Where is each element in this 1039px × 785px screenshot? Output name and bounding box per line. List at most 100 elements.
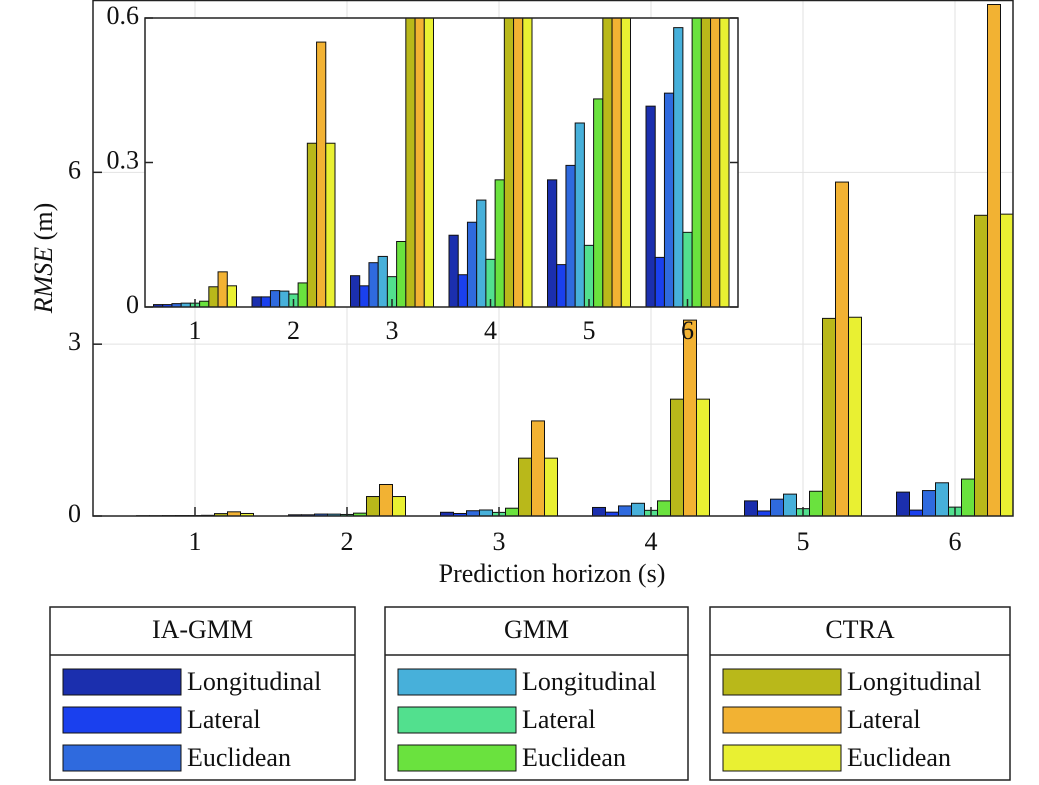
- inset-bar: [457, 274, 468, 307]
- bar: [744, 500, 758, 516]
- inset-bar: [673, 27, 684, 307]
- inset-bar: [611, 18, 622, 307]
- legend-swatch: [722, 706, 842, 734]
- legend: IA-GMM Longitudinal Lateral Euclidean GMM Lon…: [49, 606, 1011, 781]
- inset-bar: [574, 122, 585, 307]
- legend-group-title: GMM: [504, 615, 569, 644]
- inset-bar: [593, 98, 604, 307]
- bar: [618, 505, 632, 516]
- bar: [835, 181, 849, 516]
- legend-swatch: [722, 744, 842, 772]
- y-tick-label: 0: [68, 499, 81, 528]
- inset-bar: [620, 18, 631, 307]
- inset-bar: [602, 18, 613, 307]
- legend-group-title: CTRA: [825, 615, 895, 644]
- bar: [770, 498, 784, 516]
- inset-bar: [583, 244, 595, 307]
- x-tick-label: 2: [341, 527, 354, 556]
- inset-bar: [368, 262, 379, 307]
- bar: [974, 214, 988, 516]
- bar: [987, 4, 1001, 516]
- bar: [466, 510, 480, 516]
- y-axis-label: RMSE (m): [29, 203, 58, 314]
- inset-bar: [279, 290, 290, 307]
- inset-bar: [306, 142, 318, 307]
- bar: [922, 490, 936, 516]
- bar: [240, 512, 254, 516]
- y-tick-label: 6: [68, 155, 81, 184]
- bar: [961, 478, 975, 516]
- legend-label: Lateral: [522, 705, 596, 734]
- inset-bar: [316, 41, 327, 307]
- inset-area: [145, 18, 738, 307]
- bar: [1000, 213, 1013, 516]
- inset-bar: [503, 18, 515, 307]
- inset-x-tick-label: 3: [386, 316, 399, 345]
- bar: [631, 502, 645, 516]
- inset-bar: [199, 300, 210, 307]
- inset-x-tick-label: 6: [681, 316, 694, 345]
- inset-bar: [494, 179, 505, 307]
- inset-bar: [476, 199, 487, 307]
- inset-bar: [396, 240, 407, 307]
- inset-bar: [359, 285, 370, 307]
- bar: [848, 316, 862, 516]
- legend-group-title: IA-GMM: [152, 615, 253, 644]
- inset-bar: [269, 290, 281, 307]
- bar: [518, 457, 532, 516]
- bar: [757, 510, 771, 516]
- bar: [657, 500, 671, 516]
- inset-x-tick-label: 1: [189, 316, 202, 345]
- inset-bar: [719, 18, 730, 307]
- ticks: 0 3 6 1 2 3 4 5 6: [68, 155, 962, 556]
- y-tick-label: 3: [68, 327, 81, 356]
- legend-swatch: [397, 744, 517, 772]
- inset-bar: [208, 286, 219, 307]
- inset-bar: [522, 18, 533, 307]
- inset-bar: [423, 18, 434, 307]
- legend-label: Longitudinal: [847, 667, 981, 696]
- inset-bar: [350, 275, 361, 307]
- inset-bar: [414, 18, 425, 307]
- inset-ticks: 0 0.3 0.6 1 2 3 4 5 6: [107, 1, 738, 345]
- x-tick-label: 1: [189, 527, 202, 556]
- inset-bar: [448, 234, 459, 307]
- inset-bar: [405, 18, 416, 307]
- bar: [505, 507, 519, 516]
- inset-x-tick-label: 5: [583, 316, 596, 345]
- inset-bar: [663, 92, 675, 307]
- bar: [670, 398, 684, 516]
- inset-bar: [466, 221, 478, 307]
- inset-y-tick-label: 0.3: [107, 145, 140, 174]
- inset-bar: [565, 164, 576, 307]
- inset-bar: [682, 231, 693, 307]
- bar: [683, 319, 697, 516]
- inset-bar: [217, 271, 228, 307]
- legend-label: Lateral: [187, 705, 261, 734]
- y-axis-label-unit: (m): [29, 203, 58, 241]
- inset-y-tick-label: 0: [126, 290, 139, 319]
- legend-swatch: [62, 706, 182, 734]
- bar: [366, 496, 380, 516]
- inset-bar: [547, 179, 558, 307]
- x-tick-label: 6: [949, 527, 962, 556]
- bar: [909, 509, 923, 516]
- legend-swatch: [722, 668, 842, 696]
- bar: [531, 420, 545, 516]
- inset-bar: [513, 18, 524, 307]
- legend-swatch: [397, 668, 517, 696]
- inset-bar: [251, 296, 262, 307]
- inset-bar: [325, 142, 336, 307]
- bar: [544, 457, 558, 516]
- bar: [896, 491, 910, 516]
- legend-swatch: [397, 706, 517, 734]
- bar: [696, 398, 710, 516]
- x-tick-label: 4: [645, 527, 658, 556]
- bar: [592, 506, 606, 516]
- inset-bar: [710, 18, 721, 307]
- inset-y-tick-label: 0.6: [107, 1, 140, 30]
- y-axis-label-var: RMSE: [29, 247, 58, 315]
- bar: [783, 493, 797, 516]
- legend-label: Euclidean: [847, 743, 951, 772]
